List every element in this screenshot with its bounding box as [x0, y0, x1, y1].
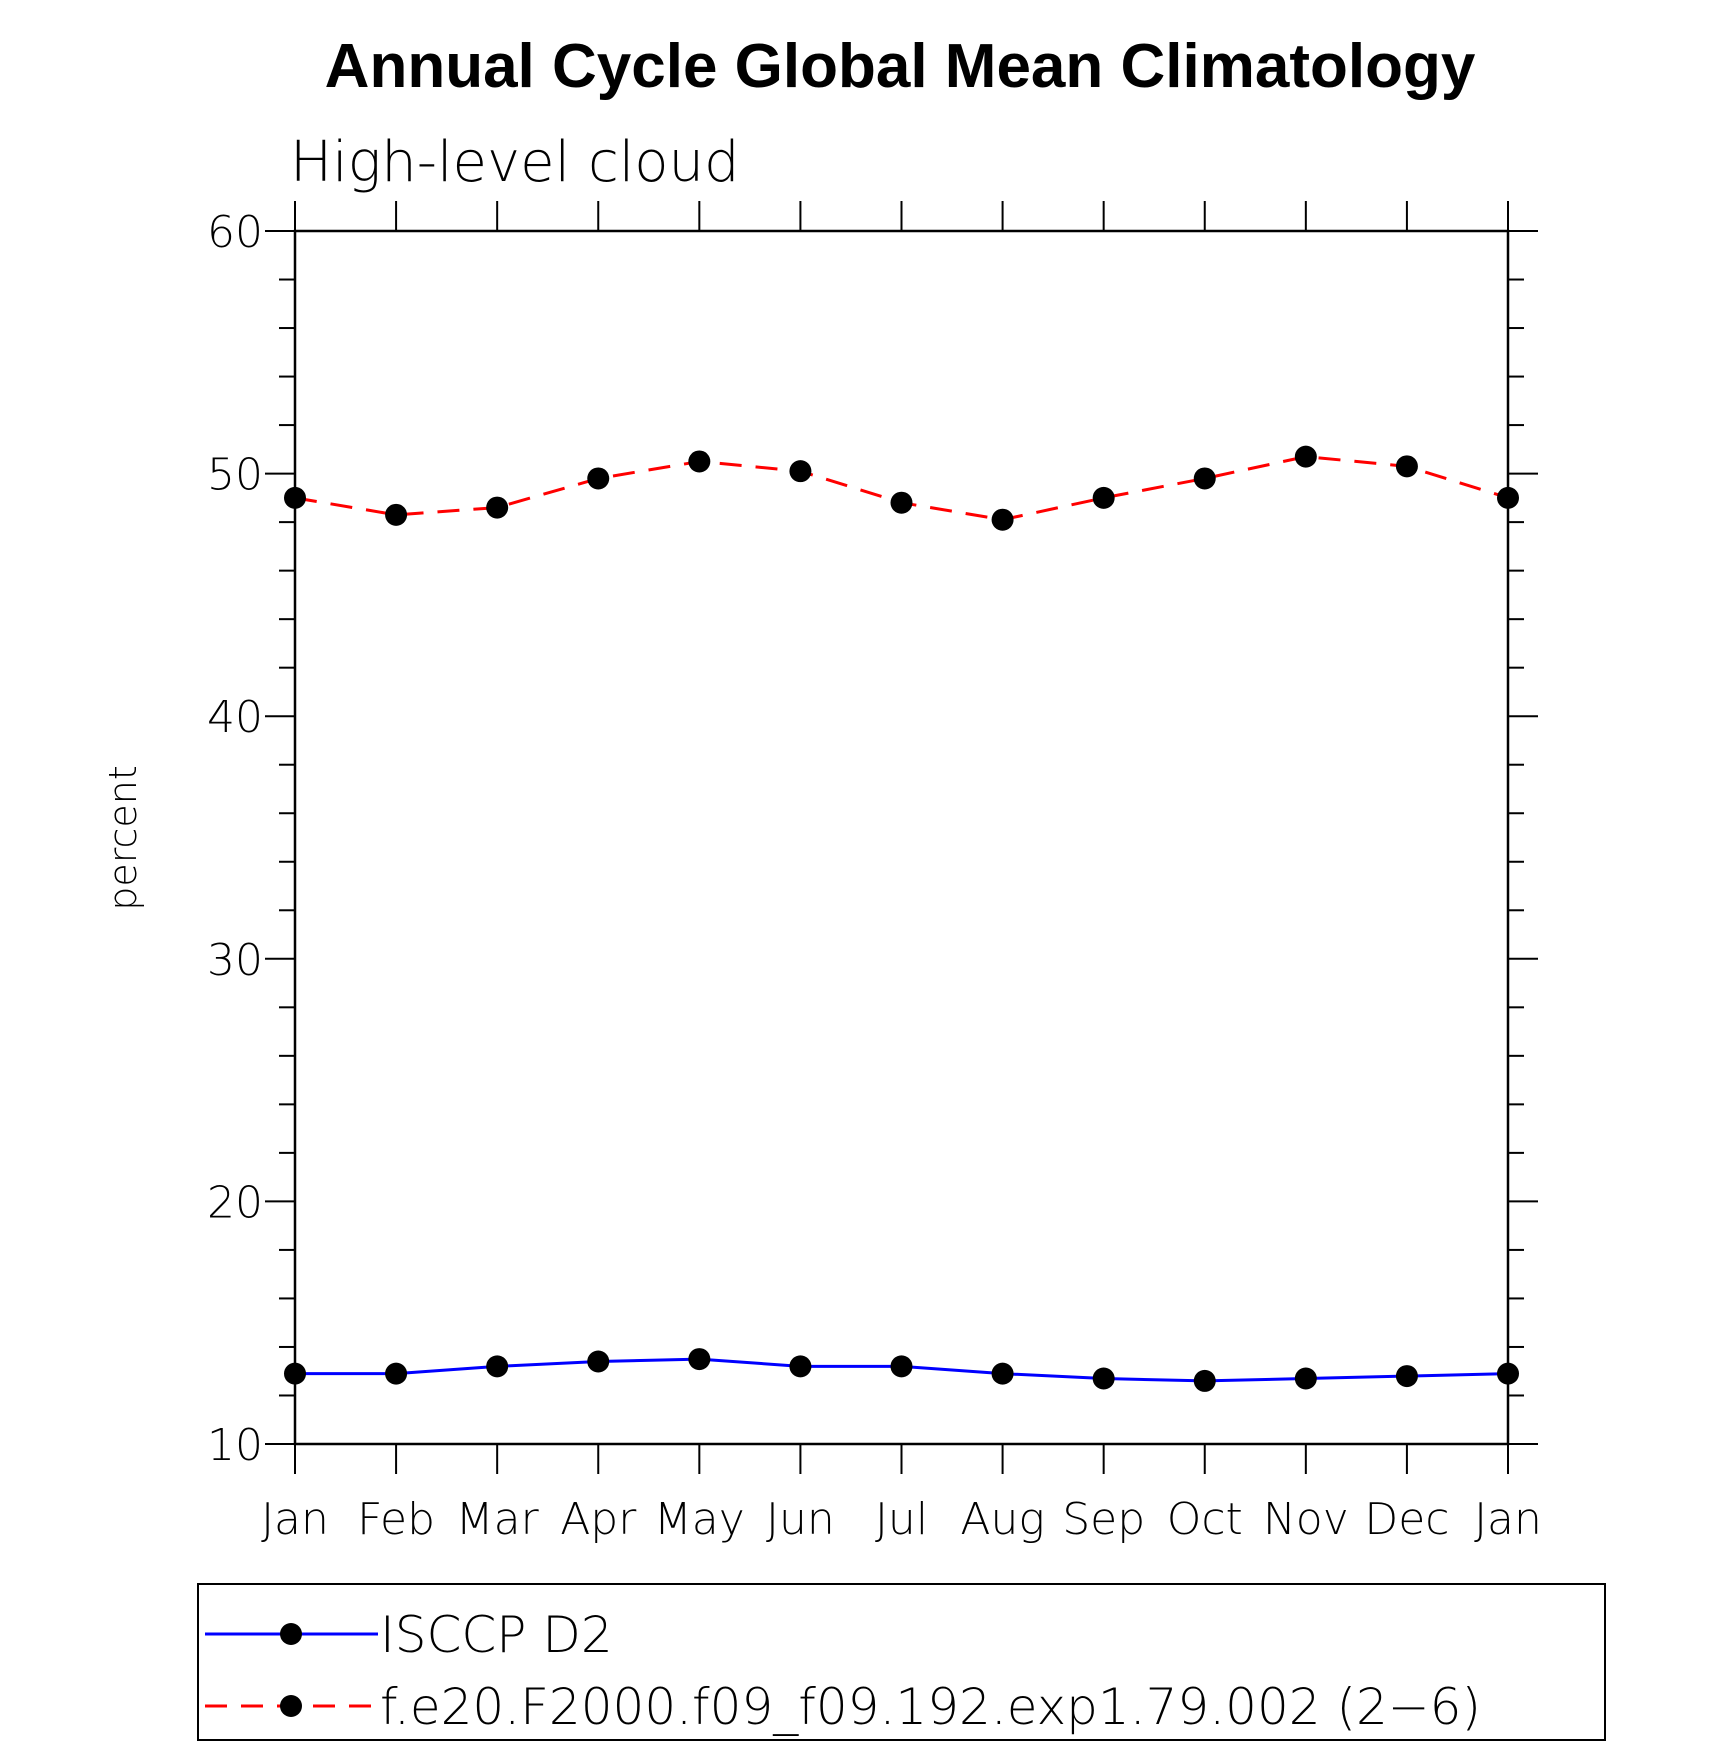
- x-tick-label: Aug: [960, 1494, 1044, 1545]
- series-point: [688, 1348, 711, 1371]
- chart-title: Annual Cycle Global Mean Climatology: [325, 32, 1476, 101]
- x-tick-label: Dec: [1364, 1494, 1449, 1545]
- series-point: [1395, 455, 1418, 478]
- y-axis-label: percent: [101, 765, 145, 911]
- series-point: [486, 1355, 509, 1378]
- series-point: [789, 1355, 812, 1378]
- y-tick-label: 20: [207, 1177, 263, 1228]
- plot-frame: [293, 229, 1510, 1446]
- series-point: [587, 467, 610, 490]
- series-point: [991, 1362, 1014, 1385]
- series-point: [789, 460, 812, 483]
- y-tick-label: 10: [207, 1420, 263, 1471]
- series-point: [1395, 1365, 1418, 1388]
- series-point: [890, 1355, 913, 1378]
- series-point: [1294, 445, 1317, 468]
- x-tick-label: Jan: [1474, 1494, 1542, 1545]
- series-point: [1497, 1362, 1519, 1385]
- x-tick-label: Jun: [766, 1494, 835, 1545]
- x-tick-label: May: [654, 1494, 745, 1545]
- series-point: [991, 508, 1014, 531]
- series-point: [385, 1362, 408, 1385]
- legend-entries: ISCCP D2 f.e20.F2000.f09_f09.192.exp1.79.…: [205, 1606, 1481, 1736]
- series-point: [385, 503, 408, 526]
- series-point: [688, 450, 711, 473]
- series-point: [1497, 486, 1519, 509]
- y-tick-label: 50: [207, 450, 263, 501]
- y-tick-label: 30: [207, 935, 263, 986]
- x-tick-label: Mar: [456, 1494, 540, 1545]
- x-tick-label: Sep: [1062, 1494, 1145, 1545]
- x-tick-label: Oct: [1167, 1494, 1243, 1545]
- series-point: [1193, 1369, 1216, 1392]
- x-tick-label: Apr: [560, 1494, 637, 1545]
- series-layer: [284, 445, 1519, 1392]
- series-point: [587, 1350, 610, 1373]
- y-tick-label: 40: [207, 692, 263, 743]
- series-point: [486, 496, 509, 519]
- series-point: [284, 486, 306, 509]
- axes: 10 20 30 40 50 60 Jan Feb Mar Apr May Jun Jul Aug Sep O…: [207, 201, 1542, 1545]
- chart-subtitle: High-level cloud: [290, 130, 740, 195]
- legend-label: f.e20.F2000.f09_f09.192.exp1.79.002 (2−6…: [380, 1678, 1481, 1736]
- y-tick-label: 60: [207, 207, 263, 258]
- series-point: [1092, 1367, 1115, 1390]
- legend: ISCCP D2 f.e20.F2000.f09_f09.192.exp1.79.…: [197, 1583, 1606, 1741]
- series-point: [890, 491, 913, 514]
- x-tick-label: Feb: [357, 1494, 435, 1545]
- x-tick-label: Jul: [875, 1494, 928, 1545]
- x-tick-label: Nov: [1263, 1494, 1349, 1545]
- legend-marker: [280, 1623, 302, 1645]
- x-tick-label: Jan: [261, 1494, 329, 1545]
- legend-box: [197, 1583, 1606, 1741]
- series-point: [284, 1362, 306, 1385]
- legend-label: ISCCP D2: [380, 1606, 613, 1664]
- series-point: [1193, 467, 1216, 490]
- legend-marker: [280, 1695, 302, 1717]
- series-point: [1092, 486, 1115, 509]
- series-point: [1294, 1367, 1317, 1390]
